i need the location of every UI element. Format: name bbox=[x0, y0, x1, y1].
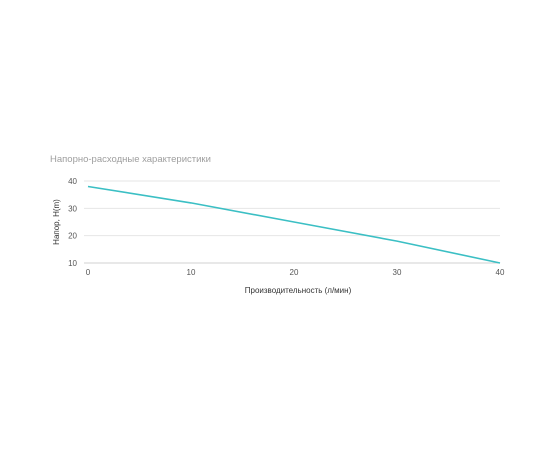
chart-title: Напорно-расходные характеристики bbox=[50, 154, 211, 165]
series-lines bbox=[87, 185, 501, 264]
y-tick-labels: 40 30 20 10 bbox=[68, 177, 77, 268]
x-tick-label: 0 bbox=[86, 268, 91, 277]
y-tick-label: 40 bbox=[68, 177, 77, 186]
x-tick-label: 30 bbox=[393, 268, 402, 277]
x-axis-label: Производительность (л/мин) bbox=[245, 286, 352, 295]
y-tick-label: 10 bbox=[68, 259, 77, 268]
x-tick-labels: 0 10 20 30 40 bbox=[86, 268, 505, 277]
series-line-0 bbox=[87, 185, 501, 264]
grid-lines bbox=[84, 180, 500, 264]
y-axis-label: Напор, H(m) bbox=[52, 199, 61, 245]
y-tick-label: 20 bbox=[68, 232, 77, 241]
y-tick-label: 30 bbox=[68, 204, 77, 213]
x-tick-label: 20 bbox=[290, 268, 299, 277]
x-tick-label: 40 bbox=[496, 268, 505, 277]
x-tick-label: 10 bbox=[187, 268, 196, 277]
